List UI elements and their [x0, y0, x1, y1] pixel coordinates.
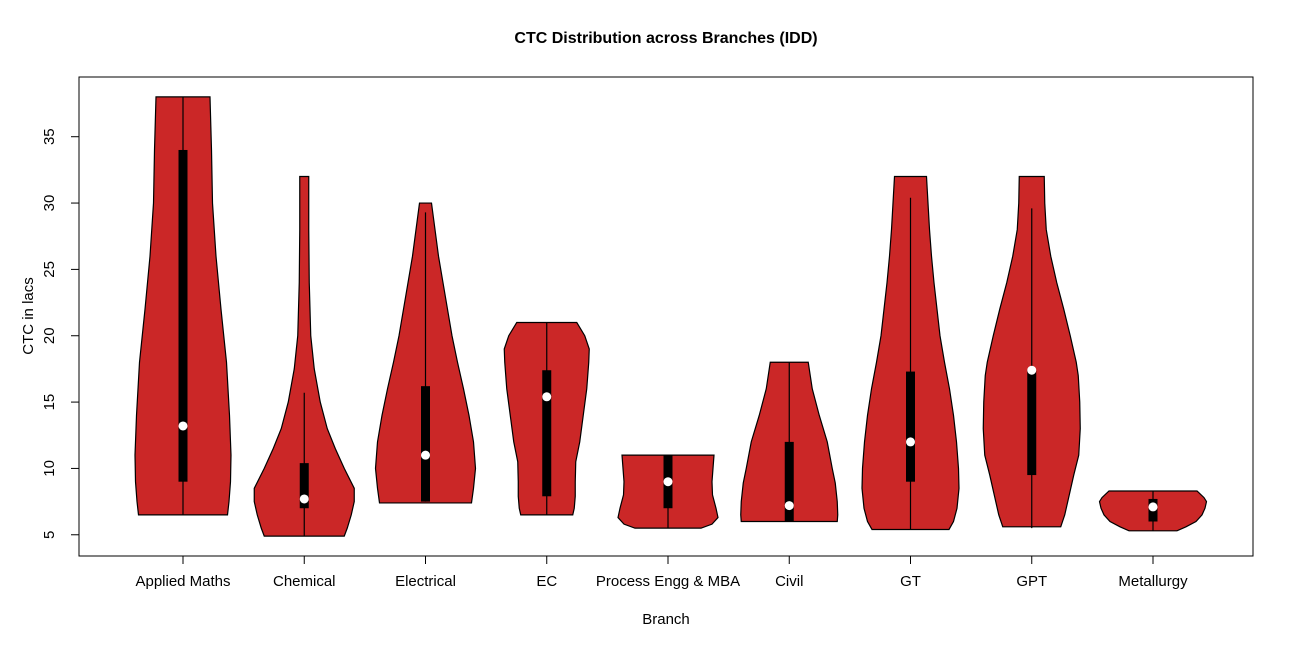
- x-category-label: Metallurgy: [1118, 573, 1188, 590]
- plot-frame: [78, 76, 1254, 557]
- y-tick-label: 20: [41, 327, 58, 344]
- violin-median-dot: [299, 494, 309, 504]
- violin-box: [178, 149, 188, 482]
- violin-median-dot: [178, 421, 188, 431]
- y-tick-label: 25: [41, 261, 58, 278]
- violin-box: [784, 441, 794, 522]
- y-tick-label: 10: [41, 460, 58, 477]
- x-category-label: GPT: [1016, 573, 1047, 590]
- violin-box: [1027, 370, 1037, 476]
- violin-median-dot: [1027, 365, 1037, 375]
- violin-median-dot: [663, 477, 673, 487]
- violin-box: [542, 370, 552, 497]
- y-tick-label: 35: [41, 128, 58, 145]
- x-category-label: Applied Maths: [135, 573, 230, 590]
- violin-box: [421, 386, 430, 502]
- violin-median-dot: [1148, 502, 1158, 512]
- x-axis-title: Branch: [642, 611, 690, 628]
- x-category-label: GT: [900, 573, 921, 590]
- violin-median-dot: [784, 501, 794, 511]
- x-category-label: Civil: [775, 573, 803, 590]
- violin-shape-chemical: [253, 175, 355, 537]
- violin-median-dot: [906, 437, 915, 447]
- x-category-label: Chemical: [273, 573, 336, 590]
- violin-median-dot: [421, 450, 430, 460]
- violin-median-dot: [542, 392, 552, 402]
- y-tick-label: 15: [41, 394, 58, 411]
- y-tick-label: 5: [41, 531, 58, 539]
- violin-box: [906, 371, 915, 482]
- chart-title: CTC Distribution across Branches (IDD): [514, 30, 818, 47]
- x-category-label: Electrical: [395, 573, 456, 590]
- violin-box: [299, 463, 309, 509]
- y-axis-title: CTC in lacs: [20, 277, 37, 355]
- x-category-label: EC: [536, 573, 557, 590]
- x-category-label: Process Engg & MBA: [596, 573, 740, 590]
- y-tick-label: 30: [41, 195, 58, 212]
